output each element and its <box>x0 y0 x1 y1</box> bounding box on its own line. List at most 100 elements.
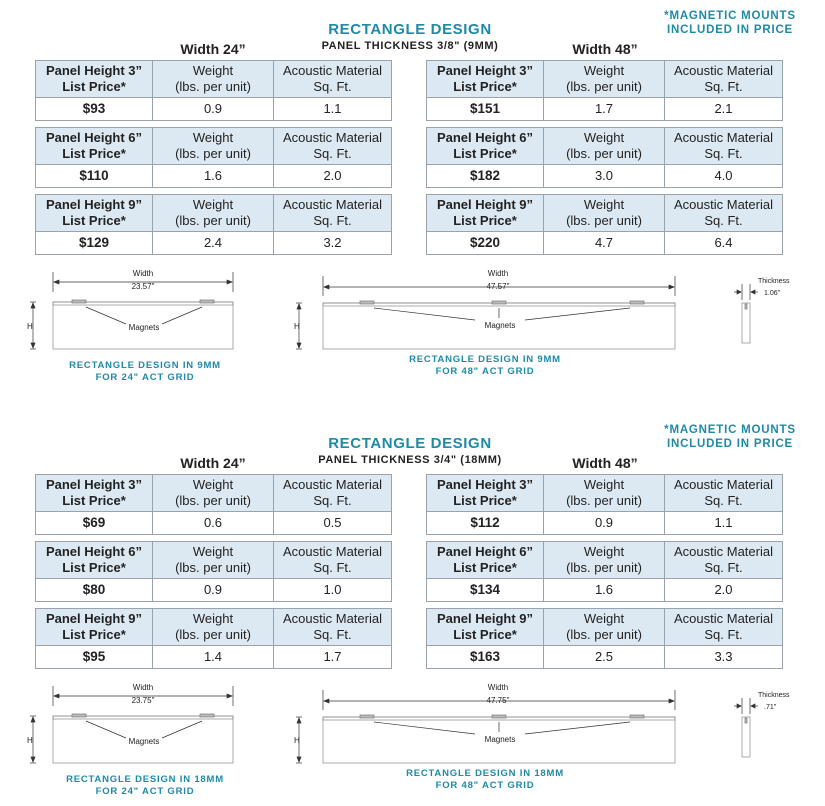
price-table: Panel Height 6” List Price* Weight (lbs. p… <box>426 541 783 602</box>
area-unit: Sq. Ft. <box>704 79 743 94</box>
area-header-cell: Acoustic Material Sq. Ft. <box>273 194 392 232</box>
diagram-48-caption: RECTANGLE DESIGN IN 9MM FOR 48" ACT GRID <box>380 354 590 378</box>
table-header-row: Panel Height 9” List Price* Weight (lbs. p… <box>426 608 783 646</box>
panel-height-cell: Panel Height 9” List Price* <box>35 194 153 232</box>
table-header-row: Panel Height 9” List Price* Weight (lbs. p… <box>35 194 392 232</box>
note-line: INCLUDED IN PRICE <box>666 24 794 36</box>
price-table: Panel Height 3” List Price* Weight (lbs. p… <box>426 474 783 535</box>
area-header-cell: Acoustic Material Sq. Ft. <box>273 474 392 512</box>
weight-unit: (lbs. per unit) <box>566 146 642 161</box>
weight-value: 1.4 <box>152 645 274 669</box>
panel-height-label: Panel Height 9” <box>45 197 143 212</box>
list-price-label: List Price* <box>453 213 517 228</box>
area-unit: Sq. Ft. <box>704 493 743 508</box>
price-table: Panel Height 9” List Price* Weight (lbs. p… <box>35 608 392 669</box>
width-label: Width <box>133 683 153 692</box>
area-header: Acoustic Material <box>674 477 773 492</box>
area-unit: Sq. Ft. <box>704 560 743 575</box>
area-value: 2.0 <box>273 164 392 188</box>
width-label: Width <box>488 683 508 692</box>
price-value: $163 <box>426 645 544 669</box>
area-header: Acoustic Material <box>674 63 773 78</box>
list-price-label: List Price* <box>453 560 517 575</box>
price-table: Panel Height 3” List Price* Weight (lbs. p… <box>35 474 392 535</box>
area-value: 2.1 <box>664 97 783 121</box>
weight-value: 4.7 <box>543 231 665 255</box>
area-unit: Sq. Ft. <box>704 627 743 642</box>
weight-unit: (lbs. per unit) <box>566 79 642 94</box>
magnetic-mounts-note: *MAGNETIC MOUNTS INCLUDED IN PRICE <box>640 423 820 451</box>
weight-header: Weight <box>583 197 625 212</box>
area-header-cell: Acoustic Material Sq. Ft. <box>664 127 783 165</box>
width-header: Width 24” <box>180 455 246 471</box>
table-row: $134 1.6 2.0 <box>426 578 783 602</box>
area-unit: Sq. Ft. <box>704 146 743 161</box>
thickness-value: 1.06" <box>764 290 781 297</box>
weight-header: Weight <box>192 611 234 626</box>
area-unit: Sq. Ft. <box>313 213 352 228</box>
diagram-48-caption: RECTANGLE DESIGN IN 18MM FOR 48" ACT GRI… <box>380 768 590 792</box>
panel-height-cell: Panel Height 6” List Price* <box>35 127 153 165</box>
area-header-cell: Acoustic Material Sq. Ft. <box>664 608 783 646</box>
area-header-cell: Acoustic Material Sq. Ft. <box>273 541 392 579</box>
height-label: H <box>27 736 33 745</box>
table-header-row: Panel Height 6” List Price* Weight (lbs. p… <box>426 127 783 165</box>
area-value: 1.1 <box>664 511 783 535</box>
weight-header: Weight <box>192 130 234 145</box>
diagram-24-caption: RECTANGLE DESIGN IN 18MM FOR 24" ACT GRI… <box>40 774 250 798</box>
area-header: Acoustic Material <box>283 611 382 626</box>
weight-value: 0.9 <box>152 578 274 602</box>
table-row: $151 1.7 2.1 <box>426 97 783 121</box>
area-header: Acoustic Material <box>283 197 382 212</box>
table-row: $80 0.9 1.0 <box>35 578 392 602</box>
price-value: $93 <box>35 97 153 121</box>
panel-height-cell: Panel Height 6” List Price* <box>426 541 544 579</box>
area-value: 3.3 <box>664 645 783 669</box>
price-value: $129 <box>35 231 153 255</box>
thickness-diagram: Thickness .71" <box>734 692 790 758</box>
price-table: Panel Height 9” List Price* Weight (lbs. p… <box>426 194 783 255</box>
area-header-cell: Acoustic Material Sq. Ft. <box>273 127 392 165</box>
section-title: RECTANGLE DESIGN <box>328 435 492 452</box>
diagram-24: Width 23.75" H Magnets <box>27 683 234 764</box>
width-label: Width <box>488 269 508 278</box>
table-row: $163 2.5 3.3 <box>426 645 783 669</box>
weight-unit: (lbs. per unit) <box>175 493 251 508</box>
table-row: $112 0.9 1.1 <box>426 511 783 535</box>
thickness-label: Thickness <box>758 278 790 285</box>
panel-height-cell: Panel Height 3” List Price* <box>426 474 544 512</box>
weight-header-cell: Weight (lbs. per unit) <box>543 541 665 579</box>
panel-height-label: Panel Height 3” <box>45 477 143 492</box>
magnetic-mounts-note: *MAGNETIC MOUNTS INCLUDED IN PRICE <box>640 9 820 37</box>
area-unit: Sq. Ft. <box>313 560 352 575</box>
weight-header-cell: Weight (lbs. per unit) <box>543 127 665 165</box>
area-header: Acoustic Material <box>283 130 382 145</box>
panel-height-cell: Panel Height 9” List Price* <box>426 608 544 646</box>
panel-thickness-label: PANEL THICKNESS 3/8" (9MM) <box>321 40 499 52</box>
list-price-label: List Price* <box>62 627 126 642</box>
weight-unit: (lbs. per unit) <box>566 560 642 575</box>
panel-height-cell: Panel Height 3” List Price* <box>35 474 153 512</box>
price-value: $134 <box>426 578 544 602</box>
weight-header-cell: Weight (lbs. per unit) <box>543 60 665 98</box>
weight-value: 1.7 <box>543 97 665 121</box>
thickness-label: Thickness <box>758 692 790 699</box>
magnets-label: Magnets <box>485 735 516 744</box>
weight-header: Weight <box>583 611 625 626</box>
weight-header-cell: Weight (lbs. per unit) <box>152 474 274 512</box>
weight-unit: (lbs. per unit) <box>175 560 251 575</box>
list-price-label: List Price* <box>62 79 126 94</box>
area-value: 2.0 <box>664 578 783 602</box>
weight-unit: (lbs. per unit) <box>566 627 642 642</box>
panel-height-label: Panel Height 3” <box>436 477 534 492</box>
weight-header-cell: Weight (lbs. per unit) <box>152 194 274 232</box>
note-line: *MAGNETIC MOUNTS <box>664 10 796 22</box>
table-header-row: Panel Height 3” List Price* Weight (lbs. p… <box>426 60 783 98</box>
weight-value: 0.9 <box>152 97 274 121</box>
caption-line: RECTANGLE DESIGN IN 9MM <box>69 360 221 371</box>
weight-header-cell: Weight (lbs. per unit) <box>152 541 274 579</box>
area-value: 1.0 <box>273 578 392 602</box>
weight-header: Weight <box>192 477 234 492</box>
weight-value: 2.5 <box>543 645 665 669</box>
table-header-row: Panel Height 6” List Price* Weight (lbs. p… <box>35 541 392 579</box>
